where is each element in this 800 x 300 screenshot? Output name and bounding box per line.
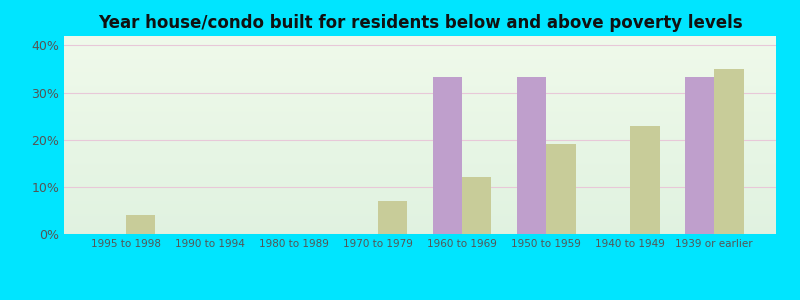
Bar	[462, 177, 491, 234]
Bar	[433, 77, 462, 234]
Bar	[546, 144, 575, 234]
Bar	[630, 126, 659, 234]
Legend: Owners below poverty level, Owners above poverty level: Owners below poverty level, Owners above…	[186, 299, 654, 300]
Title: Year house/condo built for residents below and above poverty levels: Year house/condo built for residents bel…	[98, 14, 742, 32]
Bar	[517, 77, 546, 234]
Bar	[378, 201, 407, 234]
Bar	[714, 69, 744, 234]
Bar	[685, 77, 714, 234]
Bar	[126, 215, 155, 234]
